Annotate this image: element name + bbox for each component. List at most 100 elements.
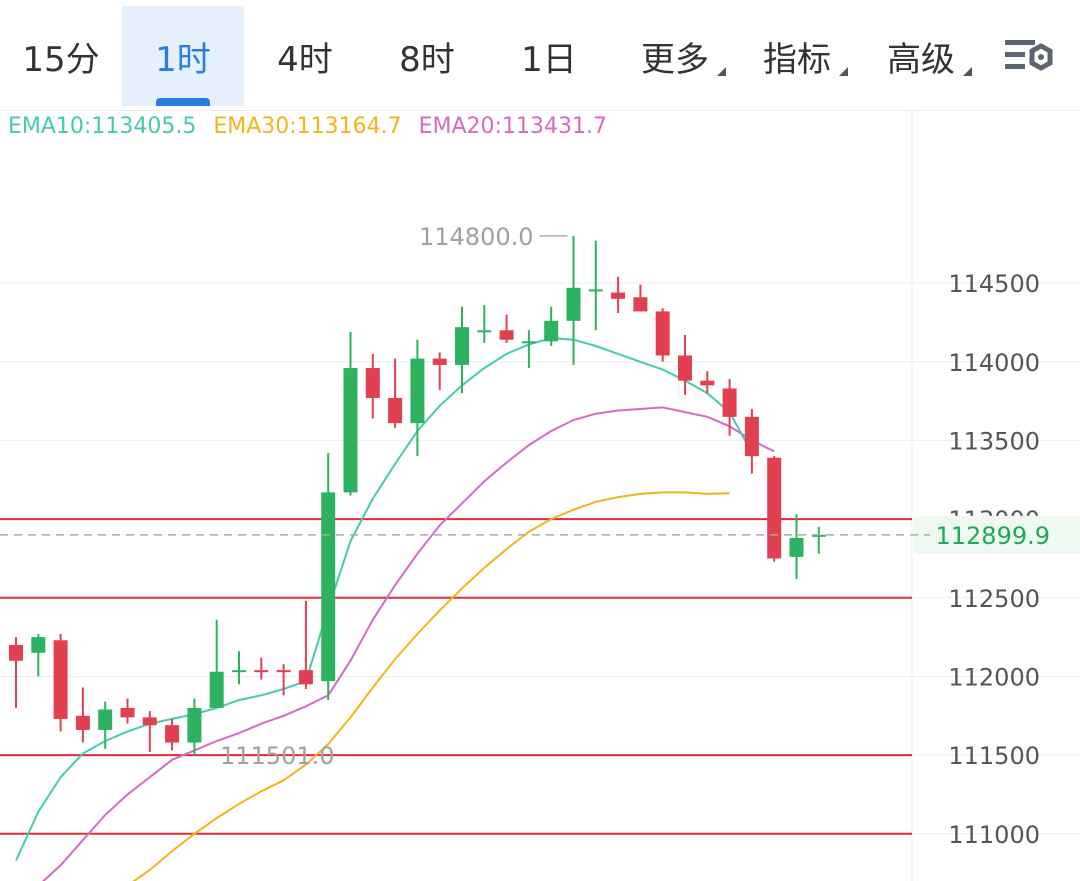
- candle-body: [75, 715, 90, 730]
- ema20-legend: EMA20:113431.7: [418, 114, 607, 139]
- candle-body: [477, 330, 492, 333]
- candle-body: [678, 355, 692, 381]
- candle: [388, 358, 403, 428]
- candle-body: [588, 289, 603, 292]
- candle-body: [276, 670, 291, 673]
- chart-settings-icon[interactable]: [1003, 36, 1055, 80]
- candle: [477, 305, 492, 343]
- candle-body: [365, 368, 380, 398]
- candle-body: [321, 492, 336, 682]
- candle-body: [31, 637, 46, 653]
- candle: [767, 456, 782, 562]
- candle-body: [343, 368, 358, 493]
- tab-advanced[interactable]: 高级: [866, 6, 976, 106]
- candle-body: [566, 287, 581, 321]
- candle-body: [767, 457, 782, 559]
- candle-body: [432, 358, 447, 365]
- candle-body: [544, 320, 559, 342]
- active-tab-indicator: [156, 98, 210, 106]
- candle-body: [9, 644, 23, 661]
- price-tick-label: 111000: [948, 821, 1040, 849]
- chart-grid: [0, 282, 1080, 835]
- candle-body: [811, 534, 826, 537]
- candle: [321, 453, 336, 701]
- price-tick-label: 112500: [948, 585, 1040, 613]
- candle: [209, 619, 224, 708]
- tab-label: 15分: [22, 39, 100, 80]
- price-tick-label: 111500: [948, 742, 1040, 770]
- candle-body: [611, 292, 626, 299]
- tab-more[interactable]: 更多: [620, 6, 730, 106]
- tab-1d[interactable]: 1日: [488, 6, 610, 106]
- tab-label: 1时: [155, 39, 211, 80]
- candle-body: [298, 670, 313, 685]
- candle: [298, 600, 313, 690]
- ema10-line: [15, 337, 753, 861]
- candle: [254, 657, 269, 680]
- ema30-line: [132, 491, 730, 881]
- candle: [9, 637, 23, 708]
- candle: [722, 379, 737, 436]
- axis-label-backdrop: [918, 462, 1068, 499]
- tab-8h[interactable]: 8时: [366, 6, 488, 106]
- candle-body: [410, 358, 425, 424]
- tab-indicators[interactable]: 指标: [742, 6, 852, 106]
- tab-4h[interactable]: 4时: [244, 6, 366, 106]
- candle-body: [142, 717, 157, 726]
- candle-body: [789, 537, 804, 557]
- candle: [811, 526, 826, 554]
- candle: [343, 331, 358, 496]
- candle-body: [499, 330, 514, 340]
- candle: [232, 651, 246, 685]
- candle: [566, 235, 581, 365]
- candle: [120, 698, 135, 724]
- candle: [588, 240, 603, 331]
- tab-15m[interactable]: 15分: [0, 6, 122, 106]
- tab-label: 更多: [641, 39, 709, 80]
- chart-annotations: 114800.0 111501.0: [0, 223, 930, 770]
- candle: [276, 663, 291, 696]
- tab-1h[interactable]: 1时: [122, 6, 244, 106]
- price-tick-label: 112000: [948, 663, 1040, 691]
- support-resistance-lines: [0, 518, 912, 835]
- tab-label: 4时: [277, 39, 333, 80]
- ema10-legend: EMA10:113405.5: [8, 114, 197, 139]
- candlestick-chart[interactable]: 114500 114000 113500 112500 112000 111500 1110…: [0, 110, 1080, 881]
- candle: [633, 284, 648, 312]
- candle: [53, 633, 68, 732]
- tab-label: 高级: [887, 39, 955, 80]
- current-price-label: 112899.9: [935, 522, 1050, 550]
- candle-body: [98, 709, 113, 730]
- candle: [611, 276, 626, 313]
- candle-body: [744, 416, 759, 457]
- candle-body: [209, 671, 224, 708]
- candle: [544, 306, 559, 347]
- candle: [75, 687, 90, 743]
- candle-body: [53, 640, 68, 719]
- candle: [98, 701, 113, 749]
- candle: [499, 314, 514, 343]
- candle: [455, 306, 469, 394]
- ema20-line: [41, 406, 775, 881]
- ema30-legend: EMA30:113164.7: [213, 114, 402, 139]
- candle: [432, 352, 447, 391]
- candle: [31, 633, 46, 677]
- candle-body: [120, 707, 135, 718]
- candle: [744, 408, 759, 474]
- candle: [678, 335, 692, 395]
- candle: [165, 718, 180, 751]
- candle-body: [165, 725, 180, 743]
- price-tick-label: 114000: [948, 349, 1040, 377]
- candle: [142, 711, 157, 752]
- candle-body: [254, 670, 269, 673]
- dropdown-triangle-icon: [963, 67, 972, 76]
- price-tick-label: 114500: [948, 270, 1040, 298]
- candle-body: [455, 327, 469, 365]
- candle-body: [655, 311, 670, 356]
- ema-lines: [15, 337, 775, 881]
- candle: [365, 353, 380, 419]
- price-tick-label: 113500: [948, 427, 1040, 455]
- high-price-label: 114800.0: [419, 223, 534, 251]
- candle-body: [187, 707, 202, 743]
- low-price-label: 111501.0: [220, 742, 335, 770]
